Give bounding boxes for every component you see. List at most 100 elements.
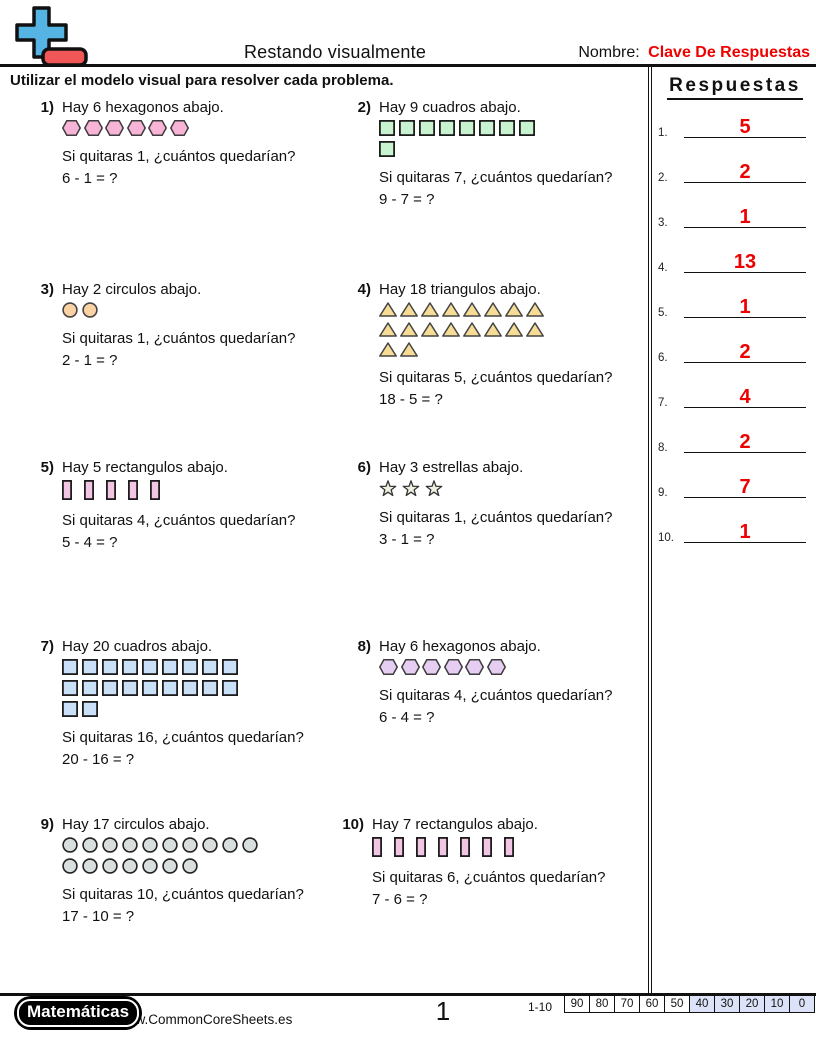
answer-blank-line [684, 407, 806, 408]
problem-question: Si quitaras 1, ¿cuántos quedarían? [62, 330, 296, 347]
problem-equation: 7 - 6 = ? [372, 891, 428, 908]
square-icon [62, 659, 78, 675]
answers-separator [648, 67, 652, 994]
problem-5: 5) Hay 5 rectangulos abajo. Si quitaras … [28, 458, 296, 552]
square-icon [82, 680, 98, 696]
name-value: Clave De Respuestas [648, 44, 810, 61]
circle-icon [202, 837, 218, 853]
circle-icon [182, 837, 198, 853]
brand-label: Matemáticas [17, 999, 140, 1027]
triangle-icon [421, 302, 439, 317]
shape-model [372, 837, 605, 857]
answer-value: 1 [739, 296, 751, 318]
problem-intro: Hay 7 rectangulos abajo. [372, 816, 538, 833]
problem-body: Hay 6 hexagonos abajo. Si quitaras 4, ¿c… [379, 637, 612, 727]
problem-body: Hay 5 rectangulos abajo. Si quitaras 4, … [62, 458, 295, 552]
answer-value: 1 [739, 521, 751, 543]
problem-4: 4) Hay 18 triangulos abajo. Si quitaras … [345, 280, 613, 409]
shape-model [379, 480, 612, 497]
hexagon-icon [486, 659, 506, 675]
square-icon [82, 659, 98, 675]
shape-row [379, 342, 612, 357]
square-icon [122, 680, 138, 696]
shape-row [62, 858, 304, 874]
square-icon [102, 659, 118, 675]
problem-question: Si quitaras 16, ¿cuántos quedarían? [62, 729, 304, 746]
star-icon [379, 480, 397, 497]
problem-intro: Hay 20 cuadros abajo. [62, 638, 213, 655]
answer-blank-line [684, 542, 806, 543]
problem-number: 3) [40, 281, 54, 298]
shape-row [62, 680, 304, 696]
triangle-icon [484, 322, 502, 337]
answer-value: 13 [733, 251, 757, 273]
triangle-icon [463, 302, 481, 317]
score-cell-60: 60 [639, 995, 665, 1013]
answer-row-9: 9. 7 [656, 468, 810, 499]
score-cell-0: 0 [789, 995, 815, 1013]
shape-row [62, 837, 304, 853]
rect-v-icon [460, 837, 470, 857]
square-icon [379, 141, 395, 157]
square-icon [222, 659, 238, 675]
circle-icon [62, 837, 78, 853]
problem-9: 9) Hay 17 circulos abajo. Si quitaras 10… [28, 815, 304, 926]
triangle-icon [442, 302, 460, 317]
answer-blank-line [684, 227, 806, 228]
shape-model [379, 302, 612, 357]
problem-number: 1) [40, 99, 54, 116]
score-cell-40: 40 [689, 995, 715, 1013]
score-cell-80: 80 [589, 995, 615, 1013]
answer-row-8: 8. 2 [656, 423, 810, 454]
score-cell-10: 10 [764, 995, 790, 1013]
problem-intro: Hay 2 circulos abajo. [62, 281, 202, 298]
website-url: www.CommonCoreSheets.es [116, 1012, 293, 1027]
shape-row [379, 322, 612, 337]
answer-blank-line [684, 272, 806, 273]
triangle-icon [505, 322, 523, 337]
square-icon [62, 680, 78, 696]
triangle-icon [400, 322, 418, 337]
square-icon [182, 659, 198, 675]
hexagon-icon [169, 120, 189, 136]
problem-question: Si quitaras 4, ¿cuántos quedarían? [379, 687, 613, 704]
shape-row [372, 837, 605, 857]
instruction-text: Utilizar el modelo visual para resolver … [10, 72, 394, 89]
answer-blank-line [684, 317, 806, 318]
circle-icon [122, 837, 138, 853]
shape-row [379, 141, 612, 157]
answer-number: 3. [658, 217, 668, 229]
square-icon [182, 680, 198, 696]
shape-row [62, 659, 304, 675]
square-icon [102, 680, 118, 696]
circle-icon [82, 302, 98, 318]
square-icon [399, 120, 415, 136]
problem-equation: 20 - 16 = ? [62, 751, 135, 768]
answer-number: 6. [658, 352, 668, 364]
problem-8: 8) Hay 6 hexagonos abajo. Si quitaras 4,… [345, 637, 613, 727]
circle-icon [102, 837, 118, 853]
problem-question: Si quitaras 1, ¿cuántos quedarían? [379, 509, 613, 526]
answer-value: 4 [739, 386, 751, 408]
problem-question: Si quitaras 10, ¿cuántos quedarían? [62, 886, 304, 903]
square-icon [499, 120, 515, 136]
plus-minus-logo-icon [15, 6, 88, 67]
shape-row [62, 701, 304, 717]
problem-question: Si quitaras 7, ¿cuántos quedarían? [379, 169, 613, 186]
rect-v-icon [394, 837, 404, 857]
problem-10: 10) Hay 7 rectangulos abajo. Si quitaras… [338, 815, 605, 909]
answer-blank-line [684, 452, 806, 453]
answer-row-5: 5. 1 [656, 288, 810, 319]
problem-body: Hay 7 rectangulos abajo. Si quitaras 6, … [372, 815, 605, 909]
square-icon [62, 701, 78, 717]
answer-value: 5 [739, 116, 751, 138]
score-cell-50: 50 [664, 995, 690, 1013]
answer-number: 7. [658, 397, 668, 409]
answer-row-3: 3. 1 [656, 198, 810, 229]
square-icon [519, 120, 535, 136]
problem-body: Hay 20 cuadros abajo. Si quitaras 16, ¿c… [62, 637, 304, 769]
answer-row-1: 1. 5 [656, 108, 810, 139]
square-icon [222, 680, 238, 696]
problem-equation: 6 - 1 = ? [62, 170, 118, 187]
